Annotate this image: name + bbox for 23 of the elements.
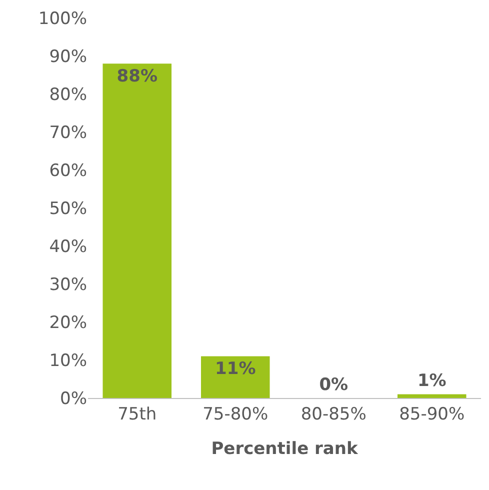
- data-label: 11%: [215, 359, 256, 380]
- y-tick-label: 50%: [49, 198, 87, 219]
- y-tick-label: 20%: [49, 312, 87, 333]
- data-label: 1%: [417, 371, 446, 392]
- x-axis-title: Percentile rank: [211, 438, 358, 459]
- y-tick-label: 90%: [49, 46, 87, 67]
- y-tick-label: 100%: [38, 8, 87, 29]
- bar: [102, 64, 172, 398]
- data-label: 0%: [319, 375, 348, 395]
- x-tick-label: 85-90%: [399, 404, 465, 424]
- y-tick-label: 60%: [49, 160, 87, 181]
- y-tick-label: 0%: [60, 388, 87, 409]
- data-label: 88%: [116, 66, 158, 87]
- bar: [397, 394, 466, 398]
- y-tick-label: 70%: [49, 122, 87, 143]
- y-tick-label: 30%: [49, 274, 87, 295]
- y-tick-label: 40%: [49, 236, 87, 257]
- y-tick-label: 80%: [49, 84, 87, 105]
- x-tick-label: 80-85%: [300, 404, 366, 424]
- x-tick-label: 75th: [118, 404, 157, 424]
- y-tick-label: 10%: [49, 350, 87, 371]
- bar: [200, 356, 270, 398]
- x-tick-label: 75-80%: [202, 404, 268, 424]
